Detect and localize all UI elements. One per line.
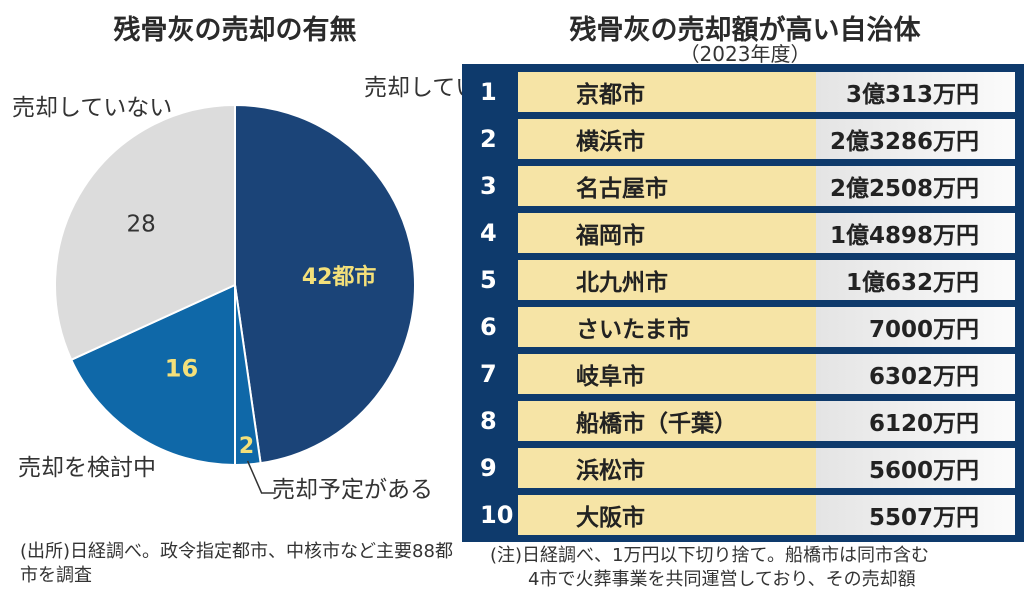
rank-number: 3 <box>480 172 497 200</box>
table-note-line-2: 4市で火葬事業を共同運営しており、その売却額 <box>528 569 916 590</box>
city-name: 横浜市 <box>518 119 816 159</box>
sale-amount: 1億632万円 <box>816 260 1015 300</box>
sale-amount: 2億2508万円 <box>816 166 1015 206</box>
slice-considering <box>69 283 236 467</box>
table-note: (注)日経調べ、1万円以下切り捨て。船橋市は同市含む 4市で火葬事業を共同運営し… <box>490 544 1020 592</box>
rank-number: 2 <box>480 125 497 153</box>
sale-amount: 5507万円 <box>816 495 1015 535</box>
slice-value-not-sold: 28 <box>126 212 155 238</box>
slice-label-considering: 売却を検討中 <box>18 455 156 481</box>
table-row: 5 北九州市 1億632万円 <box>470 260 1015 300</box>
city-name: 北九州市 <box>518 260 816 300</box>
slice-label-not-sold: 売却していない <box>12 95 173 121</box>
city-name: 浜松市 <box>518 448 816 488</box>
table-row: 7 岐阜市 6302万円 <box>470 354 1015 394</box>
rank-number: 10 <box>480 501 514 529</box>
sale-amount: 1億4898万円 <box>816 213 1015 253</box>
pie-chart-title: 残骨灰の売却の有無 <box>113 15 357 46</box>
rank-number: 6 <box>480 313 497 341</box>
slice-value-considering: 16 <box>165 354 198 382</box>
table-title: 残骨灰の売却額が高い自治体 <box>569 15 921 46</box>
sale-amount: 3億313万円 <box>816 72 1015 112</box>
sale-amount: 5600万円 <box>816 448 1015 488</box>
city-name: 京都市 <box>518 72 816 112</box>
ranking-table: 1 京都市 3億313万円 2 横浜市 2億3286万円 3 名古屋市 2億2508万円 4 福岡市… <box>462 64 1024 542</box>
city-name: 岐阜市 <box>518 354 816 394</box>
rank-number: 5 <box>480 266 497 294</box>
slice-value-planned: 2 <box>239 434 254 459</box>
slice-not-sold <box>54 103 236 362</box>
city-name: 福岡市 <box>518 213 816 253</box>
table-row: 9 浜松市 5600万円 <box>470 448 1015 488</box>
table-row: 6 さいたま市 7000万円 <box>470 307 1015 347</box>
table-row: 8 船橋市（千葉） 6120万円 <box>470 401 1015 441</box>
table-row: 2 横浜市 2億3286万円 <box>470 119 1015 159</box>
pie-chart: 42都市 2 16 28 <box>54 103 416 494</box>
rank-number: 9 <box>480 454 497 482</box>
city-name: さいたま市 <box>518 307 816 347</box>
sale-amount: 2億3286万円 <box>816 119 1015 159</box>
pie-source-note: (出所)日経調べ。政令指定都市、中核市など主要88都市を調査 <box>20 541 453 586</box>
slice-sold <box>234 103 416 465</box>
table-note-line-1: (注)日経調べ、1万円以下切り捨て。船橋市は同市含む <box>490 545 929 566</box>
city-name: 大阪市 <box>518 495 816 535</box>
slice-label-planned: 売却予定がある <box>272 477 433 503</box>
sale-amount: 6120万円 <box>816 401 1015 441</box>
sale-amount: 6302万円 <box>816 354 1015 394</box>
city-name: 名古屋市 <box>518 166 816 206</box>
table-row: 3 名古屋市 2億2508万円 <box>470 166 1015 206</box>
table-subtitle: （2023年度） <box>679 42 811 66</box>
table-row: 1 京都市 3億313万円 <box>470 72 1015 112</box>
leader-line-planned <box>246 460 276 494</box>
city-name: 船橋市（千葉） <box>518 401 816 441</box>
rank-number: 7 <box>480 360 497 388</box>
table-row: 10 大阪市 5507万円 <box>470 495 1015 535</box>
rank-number: 8 <box>480 407 497 435</box>
table-row: 4 福岡市 1億4898万円 <box>470 213 1015 253</box>
rank-number: 4 <box>480 219 497 247</box>
slice-value-sold: 42都市 <box>302 264 377 290</box>
rank-number: 1 <box>480 78 497 106</box>
sale-amount: 7000万円 <box>816 307 1015 347</box>
